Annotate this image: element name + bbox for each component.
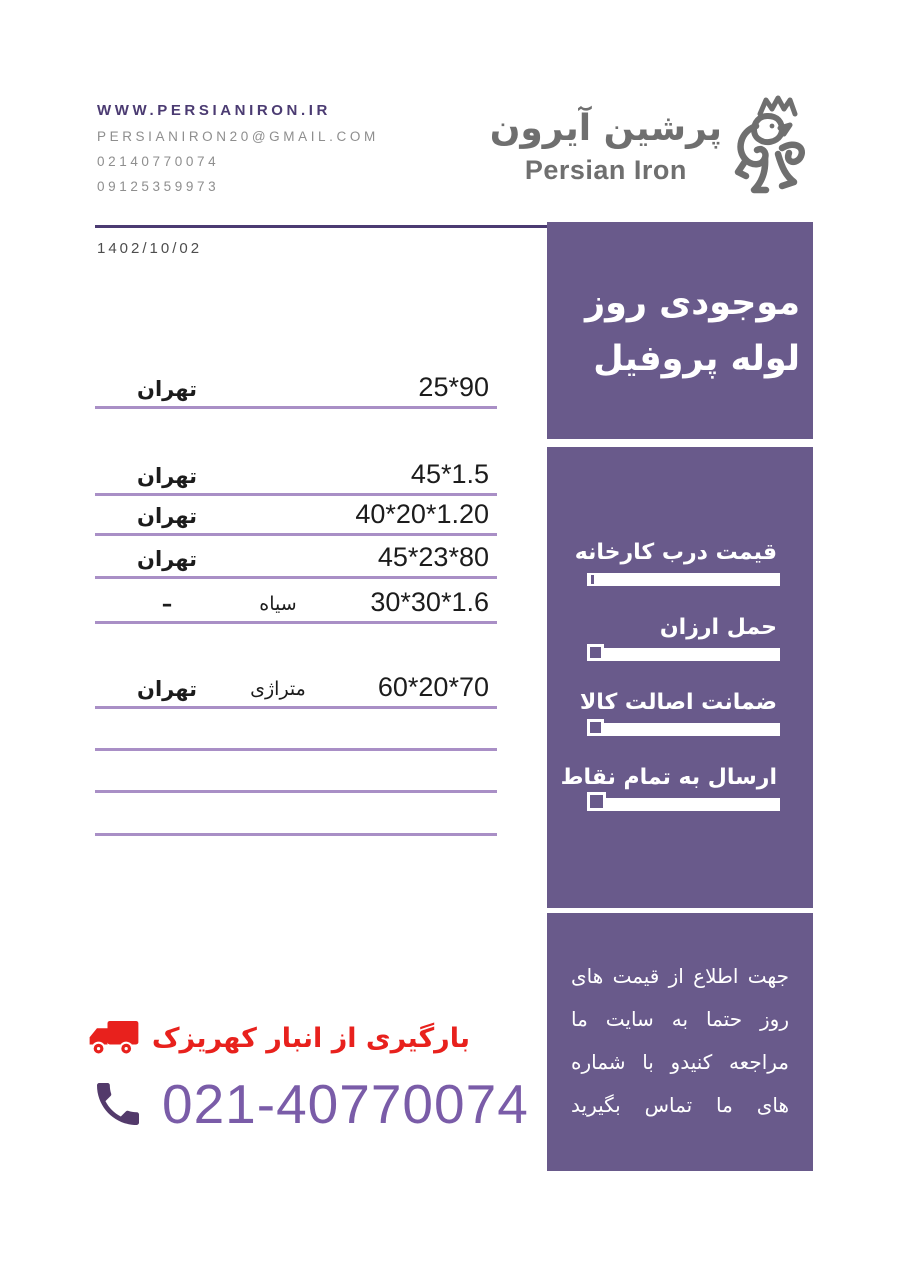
warehouse-note: بارگیری از انبار کهریزک [89,1012,470,1064]
phone-icon [97,1083,139,1125]
table-row: 45*1.5 تهران [95,452,497,496]
email-text[interactable]: PERSIANIRON20@GMAIL.COM [97,129,379,144]
bar-tick [591,575,594,584]
phone-number[interactable]: 021-40770074 [162,1073,529,1135]
location-value: تهران [137,464,197,488]
brand-logo: پرشین آیرون Persian Iron [490,92,812,200]
website-link[interactable]: WWW.PERSIANIRON.IR [97,102,331,119]
mobile-text: 09125359973 [97,179,220,194]
info-line: مراجعه کنیدو با شماره [571,1050,789,1074]
feature-item: ارسال به تمام نقاط [547,764,813,811]
bar-square [587,644,604,661]
location-value: تهران [137,547,197,571]
feature-item: قیمت درب کارخانه [547,539,813,586]
table-row-empty [95,792,497,836]
table-row: 40*20*1.20 تهران [95,492,497,536]
date-label: 1402/10/02 [97,240,203,257]
table-row: 25*90 تهران [95,365,497,409]
size-value: 40*20*1.20 [355,499,489,529]
info-line: جهت اطلاع از قیمت های [571,964,789,988]
table-row-empty [95,749,497,793]
feature-item: ضمانت اصالت کالا [547,689,813,736]
note-value: متراژی [250,678,306,700]
table-row: 45*23*80 تهران [95,535,497,579]
info-line: های ما تماس بگیرید [571,1093,789,1117]
sidebar-features-box: قیمت درب کارخانه حمل ارزان ضمانت اصالت ک… [547,447,813,908]
size-value: 60*20*70 [377,672,489,702]
location-value: – [161,592,173,616]
size-value: 25*90 [418,372,489,402]
table-row-empty [95,707,497,751]
note-value: سیاه [259,593,297,615]
brand-text: پرشین آیرون Persian Iron [490,106,722,186]
feature-label: حمل ارزان [659,615,777,640]
feature-underline-bar [587,573,780,586]
feature-label: ضمانت اصالت کالا [579,690,777,715]
feature-underline-bar [587,792,780,811]
phone-text: 02140770074 [97,154,220,169]
size-value: 45*23*80 [377,542,489,572]
location-value: تهران [137,504,197,528]
table-row: 60*20*70 متراژی تهران [95,665,497,709]
size-value: 45*1.5 [410,459,489,489]
size-value: 30*30*1.6 [370,587,489,617]
lion-crown-icon [734,95,805,194]
feature-item: حمل ارزان [547,614,813,661]
feature-underline-bar [587,719,780,736]
sidebar-title-box: موجودی روز لوله پروفیل [547,222,813,439]
location-value: تهران [137,677,197,701]
table-row: 30*30*1.6 سیاه – [95,580,497,624]
feature-label: ارسال به تمام نقاط [560,765,777,790]
brand-name-english: Persian Iron [524,154,687,185]
sidebar-title-line1: موجودی روز [584,282,800,323]
feature-label: قیمت درب کارخانه [574,540,777,565]
warehouse-note-text: بارگیری از انبار کهریزک [151,1022,470,1054]
truck-icon [89,1020,139,1056]
brand-name-farsi: پرشین آیرون [489,108,722,150]
contact-block: WWW.PERSIANIRON.IR PERSIANIRON20@GMAIL.C… [97,102,379,204]
sidebar-title-line2: لوله پروفیل [593,338,800,379]
header-divider [95,225,547,228]
bar-square [587,792,606,811]
info-line: روز حتما به سایت ما [571,1007,789,1031]
location-value: تهران [137,377,197,401]
footer-phone: 021-40770074 [90,1072,529,1136]
bar-square [587,719,604,736]
sidebar-info-box: جهت اطلاع از قیمت های روز حتما به سایت م… [547,913,813,1171]
feature-underline-bar [587,644,780,661]
